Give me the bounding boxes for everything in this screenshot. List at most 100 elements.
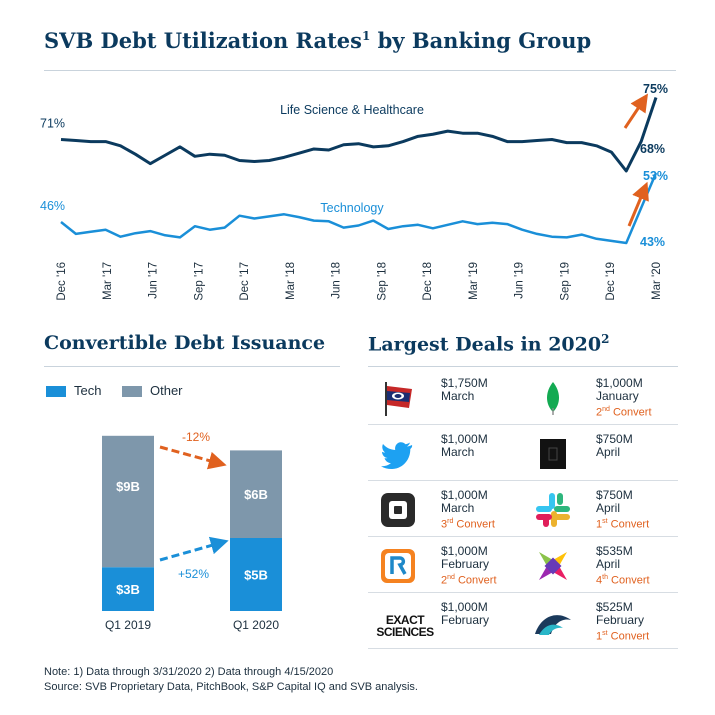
x-tick-label: Dec '17 [239, 262, 251, 301]
slack-logo [533, 490, 573, 530]
bar-other-0 [102, 435, 154, 568]
x-tick-label: Jun '18 [331, 262, 343, 299]
deal-cell: $1,000M January 2nd Convert [523, 368, 678, 424]
series-name-label-0: Life Science & Healthcare [280, 103, 424, 117]
series-end-low-label-0: 68% [640, 142, 665, 156]
deal-details: $750M April [596, 433, 633, 459]
x-tick-label: Dec '19 [605, 262, 617, 301]
convertible-title-rule [44, 366, 340, 367]
x-tick-label: Dec '16 [56, 262, 68, 301]
deal-amount: $1,000M [441, 488, 488, 502]
deal-details: $1,000M February 2nd Convert [441, 545, 497, 588]
deal-month: March [441, 445, 475, 459]
deal-cell: $750M April [523, 424, 678, 480]
deal-details: $535M April 4th Convert [596, 545, 650, 588]
bar-value-label: $9B [116, 479, 140, 494]
convertible-title: Convertible Debt Issuance [44, 332, 326, 354]
main-title-text: SVB Debt Utilization Rates [44, 28, 362, 53]
deal-row: $1,000M February 2nd Convert $535M April 4th … [368, 536, 678, 593]
deal-cell: $1,000M March [368, 424, 523, 480]
x-tick-label: Mar '19 [468, 262, 480, 300]
bar-category-label: Q1 2019 [105, 618, 151, 632]
deal-cell: $1,000M March 3rd Convert [368, 480, 523, 536]
deal-row: $1,000M March 3rd Convert $750M April 1st Con… [368, 480, 678, 537]
legend-tech-swatch [46, 386, 66, 397]
deal-details: $750M April 1st Convert [596, 489, 649, 532]
deal-month: April [596, 557, 621, 571]
deals-title-footnote: 2 [601, 332, 610, 346]
bar-value-label: $3B [116, 582, 140, 597]
deal-details: $525M February 1st Convert [596, 601, 649, 644]
series-end-high-label-1: 53% [643, 169, 668, 183]
deal-convert: 2nd Convert [596, 406, 652, 419]
deal-details: $1,750M March [441, 377, 488, 403]
deal-amount: $1,000M [441, 600, 488, 614]
deal-details: $1,000M February [441, 601, 489, 627]
x-tick-label: Mar '17 [102, 262, 114, 300]
series-end-low-label-1: 43% [640, 235, 665, 249]
series-start-label-0: 71% [40, 117, 65, 131]
deal-month: January [596, 389, 639, 403]
x-tick-label: Dec '18 [422, 262, 434, 301]
deal-month: April [596, 445, 621, 459]
deal-row: $1,750M March $1,000M January 2nd Convert [368, 368, 678, 425]
deal-amount: $1,750M [441, 376, 488, 390]
tech-change-label: +52% [178, 567, 209, 581]
legend-other-label: Other [150, 383, 183, 398]
bar-tech-1 [230, 538, 282, 611]
main-title-rule [44, 70, 676, 71]
deal-amount: $750M [596, 488, 633, 502]
x-tick-label: Mar '20 [651, 262, 663, 300]
deal-details: $1,000M January 2nd Convert [596, 377, 652, 420]
deals-title-text: Largest Deals in 2020 [368, 333, 602, 356]
deal-amount: $750M [596, 432, 633, 446]
deal-convert: 3rd Convert [441, 518, 495, 531]
deals-title: Largest Deals in 20202 [368, 332, 609, 355]
utilization-line-chart: Life Science & Healthcare 71% 68% 75% Techno… [40, 82, 668, 301]
x-tick-label: Sep '19 [559, 262, 571, 301]
bar-other-1 [230, 450, 282, 538]
x-tick-label: Sep '17 [193, 262, 205, 301]
bar-value-label: $5B [244, 568, 268, 583]
x-tick-label: Jun '19 [514, 262, 526, 299]
x-tick-label: Jun '17 [148, 262, 160, 299]
deal-month: April [596, 501, 621, 515]
deal-month: February [441, 557, 490, 571]
deal-row: $1,000M March $750M April [368, 424, 678, 481]
bar-tech-0 [102, 567, 154, 611]
series-line-0 [60, 97, 658, 173]
footnote-line1: Note: 1) Data through 3/31/2020 2) Data … [44, 666, 334, 678]
deal-month: February [596, 613, 645, 627]
deal-row: EXACT SCIENCES $1,000M February $525M Februar… [368, 592, 678, 649]
series-end-high-label-0: 75% [643, 82, 668, 96]
x-tick-label: Sep '18 [376, 262, 388, 301]
deal-convert: 1st Convert [596, 630, 650, 643]
exact-sciences-logo: EXACT SCIENCES [376, 613, 434, 639]
increase-arrow-0 [623, 93, 648, 129]
main-title-suffix: by Banking Group [370, 28, 592, 53]
deal-cell: $750M April 1st Convert [523, 480, 678, 536]
legend-tech-label: Tech [74, 383, 102, 398]
decrease-arrow [159, 445, 227, 470]
deal-cell: $1,000M February 2nd Convert [368, 536, 523, 592]
other-change-label: -12% [182, 430, 210, 444]
deal-details: $1,000M March [441, 433, 488, 459]
deal-month: March [441, 389, 475, 403]
deal-cell: EXACT SCIENCES $1,000M February [368, 592, 523, 648]
deal-convert: 4th Convert [596, 574, 650, 587]
deal-amount: $1,000M [441, 544, 488, 558]
deal-amount: $525M [596, 600, 633, 614]
increase-arrow-1 [627, 181, 649, 227]
deal-convert: 1st Convert [596, 518, 650, 531]
deal-convert: 2nd Convert [441, 574, 497, 587]
bar-category-label: Q1 2020 [233, 618, 279, 632]
r-logo [378, 546, 418, 586]
deal-amount: $535M [596, 544, 633, 558]
colorful-x-logo [533, 546, 573, 586]
deal-month: February [441, 613, 490, 627]
main-title: SVB Debt Utilization Rates1 by Banking G… [44, 28, 591, 53]
bar-value-label: $6B [244, 487, 268, 502]
carnival-logo [378, 378, 418, 418]
wave-logo [533, 602, 573, 642]
series-line-1 [60, 172, 658, 245]
